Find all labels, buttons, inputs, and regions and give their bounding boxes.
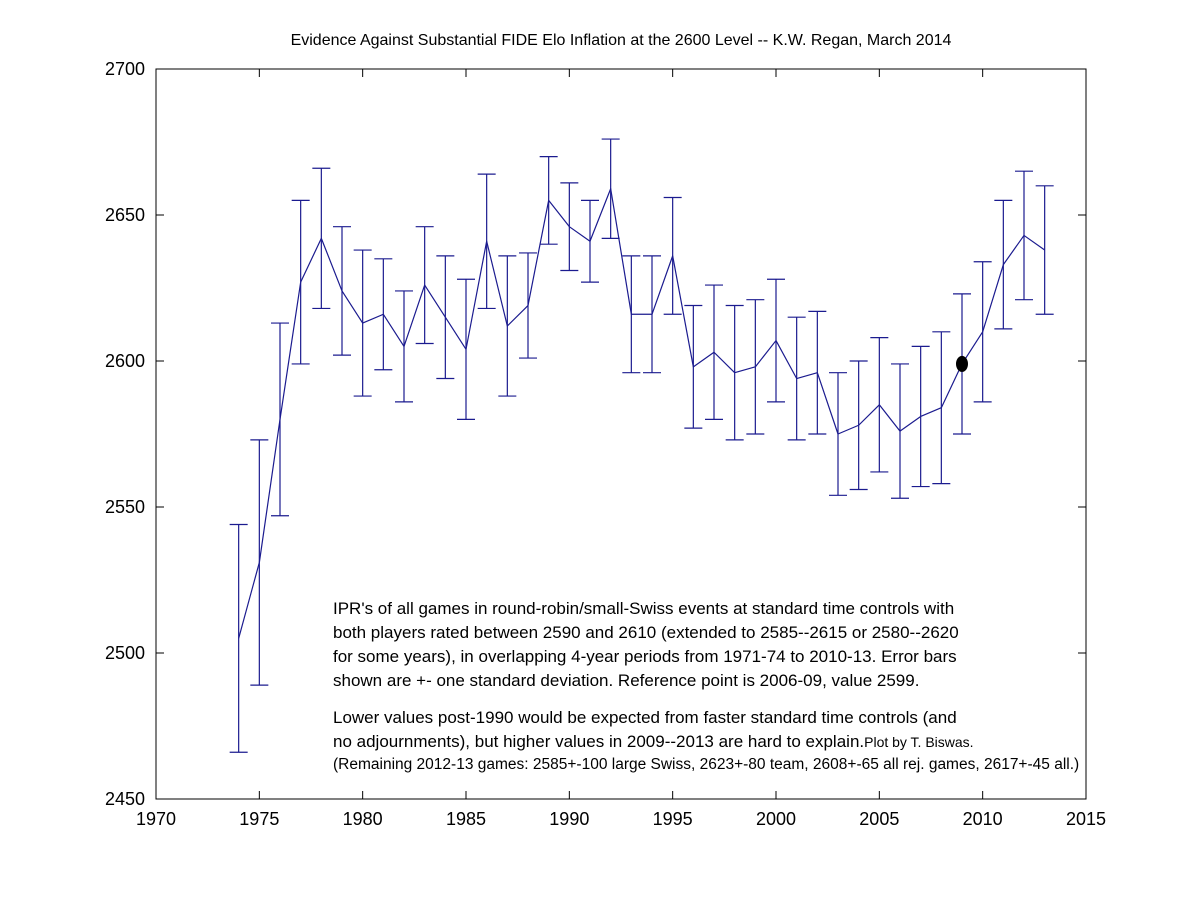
x-tick-label: 1990 xyxy=(549,809,589,829)
annotation-paragraph-1: IPR's of all games in round-robin/small-… xyxy=(333,597,1103,693)
y-tick-label: 2600 xyxy=(105,351,145,371)
annotation-line: both players rated between 2590 and 2610… xyxy=(333,623,959,642)
annotation-line: for some years), in overlapping 4-year p… xyxy=(333,647,957,666)
annotation-line-text: no adjournments), but higher values in 2… xyxy=(333,732,865,751)
annotation-line: shown are +- one standard deviation. Ref… xyxy=(333,671,920,690)
plot-credit: Plot by T. Biswas. xyxy=(864,734,974,750)
y-tick-label: 2450 xyxy=(105,789,145,809)
plot-border xyxy=(155,68,1087,800)
chart-title: Evidence Against Substantial FIDE Elo In… xyxy=(290,32,952,49)
x-tick-label: 1970 xyxy=(136,809,176,829)
x-tick-label: 2005 xyxy=(859,809,899,829)
annotation-paragraph-2: Lower values post-1990 would be expected… xyxy=(333,706,1103,754)
annotation-block: IPR's of all games in round-robin/small-… xyxy=(333,597,1103,775)
x-tick-label: 2000 xyxy=(756,809,796,829)
y-tick-label: 2500 xyxy=(105,643,145,663)
x-tick-label: 2010 xyxy=(963,809,1003,829)
annotation-line: no adjournments), but higher values in 2… xyxy=(333,730,1103,754)
annotation-line: Lower values post-1990 would be expected… xyxy=(333,708,957,727)
y-tick-label: 2550 xyxy=(105,497,145,517)
x-tick-label: 1995 xyxy=(653,809,693,829)
x-tick-label: 2015 xyxy=(1066,809,1106,829)
annotation-footnote: (Remaining 2012-13 games: 2585+-100 larg… xyxy=(333,756,1080,773)
y-tick-label: 2700 xyxy=(105,59,145,79)
x-tick-label: 1980 xyxy=(343,809,383,829)
reference-point-marker xyxy=(956,355,968,372)
y-tick-label: 2650 xyxy=(105,205,145,225)
x-tick-label: 1975 xyxy=(239,809,279,829)
annotation-line: IPR's of all games in round-robin/small-… xyxy=(333,599,955,618)
series-line xyxy=(238,188,1046,639)
x-tick-label: 1985 xyxy=(446,809,486,829)
